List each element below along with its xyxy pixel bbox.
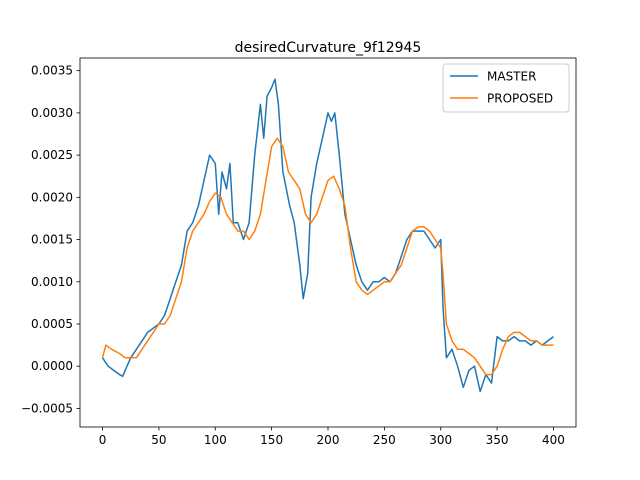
- x-tick-label: 50: [151, 433, 166, 447]
- series-line-proposed: [101, 137, 554, 376]
- x-tick-label: 250: [373, 433, 396, 447]
- y-tick-label: 0.0005: [31, 317, 73, 331]
- legend-label-master: MASTER: [487, 70, 536, 84]
- x-tick-label: 300: [429, 433, 452, 447]
- y-tick-label: 0.0000: [31, 359, 73, 373]
- y-tick-label: 0.0020: [31, 190, 73, 204]
- y-tick-label: 0.0015: [31, 233, 73, 247]
- y-tick-label: 0.0025: [31, 148, 73, 162]
- legend: MASTER PROPOSED: [442, 63, 570, 113]
- y-tick-label: 0.0030: [31, 106, 73, 120]
- x-tick-label: 350: [486, 433, 509, 447]
- x-tick-label: 0: [99, 433, 107, 447]
- y-tick-label: −0.0005: [21, 401, 73, 415]
- x-tick-label: 400: [542, 433, 565, 447]
- series-line-master: [101, 78, 554, 393]
- legend-label-proposed: PROPOSED: [487, 92, 553, 106]
- plot-area: 0 50 100 150 200 250 300 350 400 −0.0005 0.0000 0.0…: [21, 57, 577, 447]
- chart-title: desiredCurvature_9f12945: [235, 40, 422, 56]
- x-tick-label: 100: [204, 433, 227, 447]
- x-tick-label: 200: [317, 433, 340, 447]
- x-tick-label: 150: [260, 433, 283, 447]
- y-tick-label: 0.0035: [31, 64, 73, 78]
- y-tick-label: 0.0010: [31, 275, 73, 289]
